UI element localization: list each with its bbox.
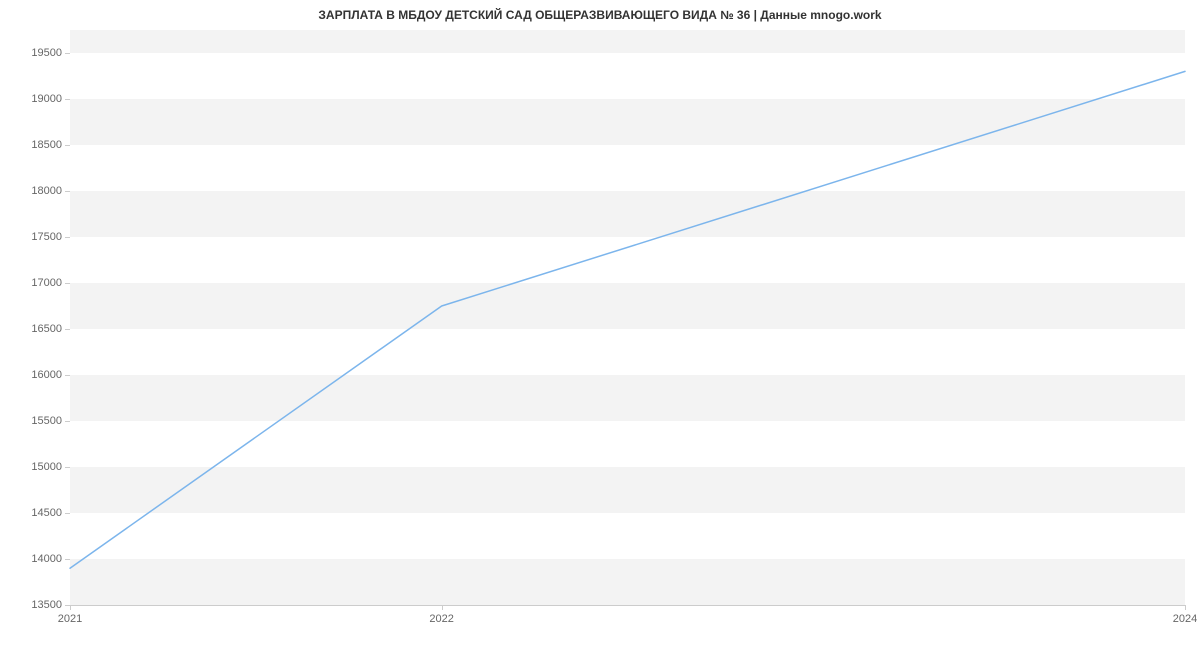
y-tick-label: 16500 xyxy=(31,323,70,335)
x-tick-label: 2021 xyxy=(58,605,82,625)
y-tick-label: 19500 xyxy=(31,47,70,59)
y-tick-label: 18500 xyxy=(31,139,70,151)
y-tick-label: 15000 xyxy=(31,461,70,473)
x-tick-label: 2024 xyxy=(1173,605,1197,625)
chart-title: ЗАРПЛАТА В МБДОУ ДЕТСКИЙ САД ОБЩЕРАЗВИВА… xyxy=(0,8,1200,22)
y-tick-label: 17500 xyxy=(31,231,70,243)
y-tick-label: 14500 xyxy=(31,507,70,519)
y-tick-label: 19000 xyxy=(31,93,70,105)
x-tick-label: 2022 xyxy=(429,605,453,625)
y-tick-label: 15500 xyxy=(31,415,70,427)
salary-chart: ЗАРПЛАТА В МБДОУ ДЕТСКИЙ САД ОБЩЕРАЗВИВА… xyxy=(0,0,1200,650)
series-line xyxy=(70,71,1185,568)
y-tick-label: 18000 xyxy=(31,185,70,197)
y-tick-label: 16000 xyxy=(31,369,70,381)
y-tick-label: 17000 xyxy=(31,277,70,289)
plot-area: 1350014000145001500015500160001650017000… xyxy=(70,30,1185,606)
line-layer xyxy=(70,30,1185,605)
y-tick-label: 14000 xyxy=(31,553,70,565)
